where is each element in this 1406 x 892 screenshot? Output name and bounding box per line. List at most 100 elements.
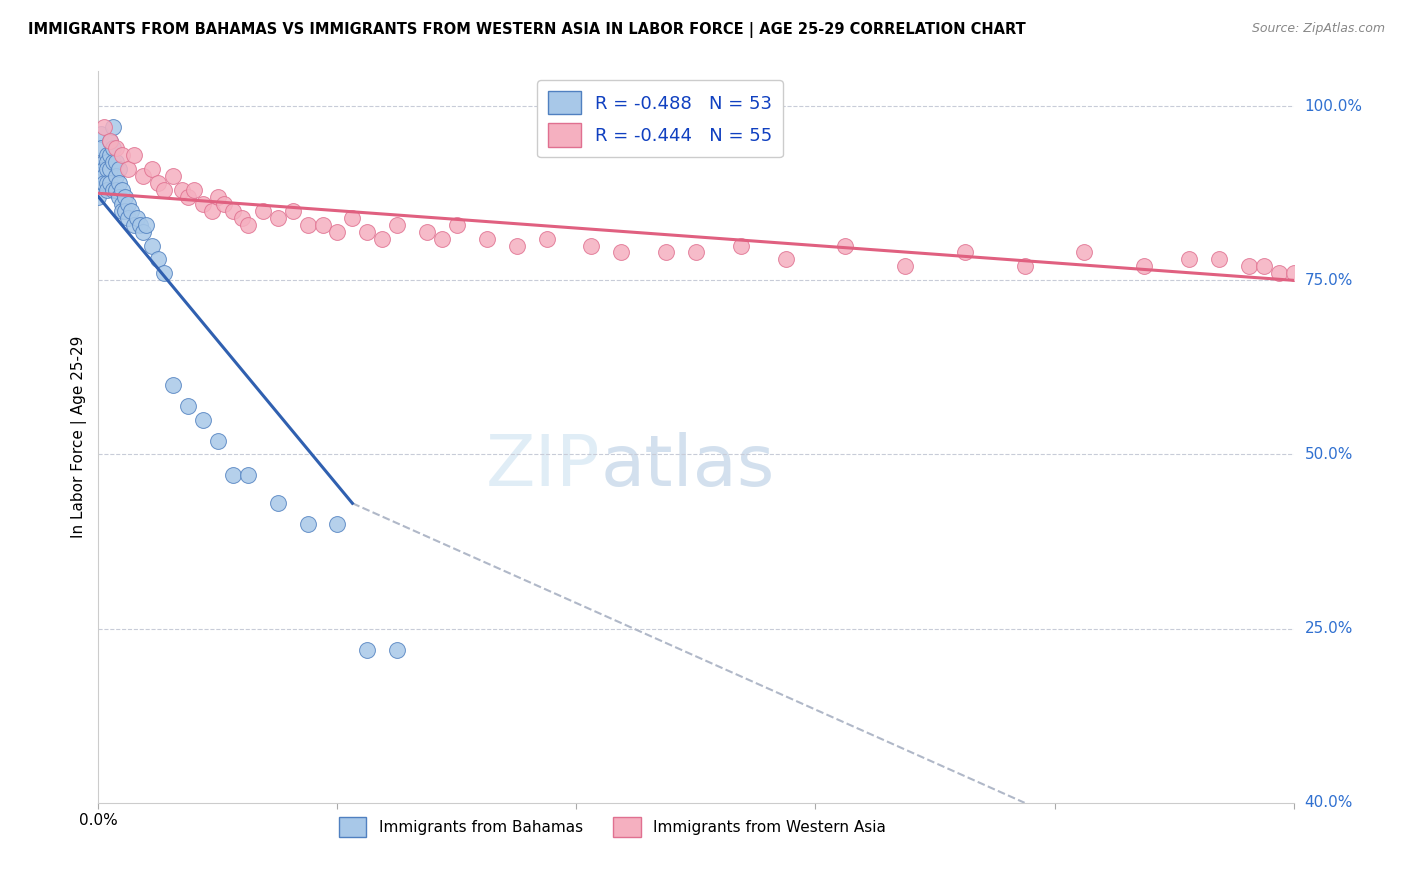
Point — [108, 190, 131, 204]
Point — [183, 183, 205, 197]
Point — [103, 141, 125, 155]
Point — [103, 155, 125, 169]
Point — [1133, 260, 1156, 274]
Point — [162, 377, 184, 392]
Text: atlas: atlas — [600, 432, 775, 500]
Point — [177, 190, 200, 204]
Point — [385, 642, 409, 657]
Point — [1073, 245, 1095, 260]
Point — [111, 203, 134, 218]
Text: 40.0%: 40.0% — [1305, 796, 1353, 810]
Point — [108, 161, 131, 176]
Point — [124, 218, 146, 232]
Point — [222, 203, 245, 218]
Point — [148, 176, 170, 190]
Point — [356, 642, 378, 657]
Legend: Immigrants from Bahamas, Immigrants from Western Asia: Immigrants from Bahamas, Immigrants from… — [333, 811, 891, 843]
Point — [111, 183, 134, 197]
Point — [120, 203, 142, 218]
Point — [281, 203, 304, 218]
Point — [129, 218, 152, 232]
Point — [124, 148, 146, 162]
Text: ZIP: ZIP — [486, 432, 600, 500]
Point — [105, 169, 128, 183]
Point — [141, 238, 163, 252]
Point — [1178, 252, 1201, 267]
Point — [581, 238, 603, 252]
Point — [342, 211, 364, 225]
Point — [297, 218, 319, 232]
Text: 25.0%: 25.0% — [1305, 621, 1353, 636]
Point — [117, 196, 139, 211]
Point — [93, 161, 115, 176]
Point — [98, 134, 122, 148]
Point — [90, 127, 112, 141]
Point — [141, 161, 163, 176]
Point — [148, 252, 170, 267]
Point — [894, 260, 917, 274]
Point — [385, 218, 409, 232]
Point — [111, 196, 134, 211]
Point — [105, 183, 128, 197]
Point — [1014, 260, 1036, 274]
Point — [326, 517, 349, 532]
Point — [93, 155, 115, 169]
Point — [207, 190, 229, 204]
Point — [153, 183, 176, 197]
Point — [117, 161, 139, 176]
Point — [1253, 260, 1275, 274]
Point — [212, 196, 235, 211]
Text: 50.0%: 50.0% — [1305, 447, 1353, 462]
Point — [231, 211, 253, 225]
Point — [371, 231, 394, 245]
Point — [655, 245, 678, 260]
Point — [356, 225, 378, 239]
Point — [127, 211, 149, 225]
Point — [953, 245, 976, 260]
Text: 100.0%: 100.0% — [1305, 99, 1362, 113]
Point — [191, 412, 214, 426]
Point — [730, 238, 752, 252]
Point — [834, 238, 856, 252]
Point — [98, 148, 122, 162]
Text: Source: ZipAtlas.com: Source: ZipAtlas.com — [1251, 22, 1385, 36]
Point — [191, 196, 214, 211]
Point — [1237, 260, 1260, 274]
Point — [685, 245, 707, 260]
Point — [267, 496, 290, 510]
Point — [475, 231, 498, 245]
Point — [111, 148, 134, 162]
Text: IMMIGRANTS FROM BAHAMAS VS IMMIGRANTS FROM WESTERN ASIA IN LABOR FORCE | AGE 25-: IMMIGRANTS FROM BAHAMAS VS IMMIGRANTS FR… — [28, 22, 1026, 38]
Point — [98, 161, 122, 176]
Point — [207, 434, 229, 448]
Point — [252, 203, 274, 218]
Point — [1282, 266, 1305, 280]
Point — [108, 176, 131, 190]
Point — [430, 231, 453, 245]
Point — [177, 399, 200, 413]
Point — [222, 468, 245, 483]
Point — [446, 218, 468, 232]
Point — [236, 468, 259, 483]
Point — [775, 252, 797, 267]
Point — [114, 190, 136, 204]
Point — [416, 225, 439, 239]
Point — [87, 190, 110, 204]
Point — [506, 238, 529, 252]
Point — [236, 218, 259, 232]
Point — [96, 183, 118, 197]
Point — [96, 148, 118, 162]
Point — [536, 231, 558, 245]
Point — [162, 169, 184, 183]
Point — [610, 245, 633, 260]
Point — [90, 141, 112, 155]
Point — [135, 218, 157, 232]
Point — [105, 141, 128, 155]
Point — [132, 169, 155, 183]
Point — [132, 225, 155, 239]
Point — [93, 176, 115, 190]
Point — [105, 155, 128, 169]
Point — [1267, 266, 1289, 280]
Point — [96, 176, 118, 190]
Point — [103, 120, 125, 134]
